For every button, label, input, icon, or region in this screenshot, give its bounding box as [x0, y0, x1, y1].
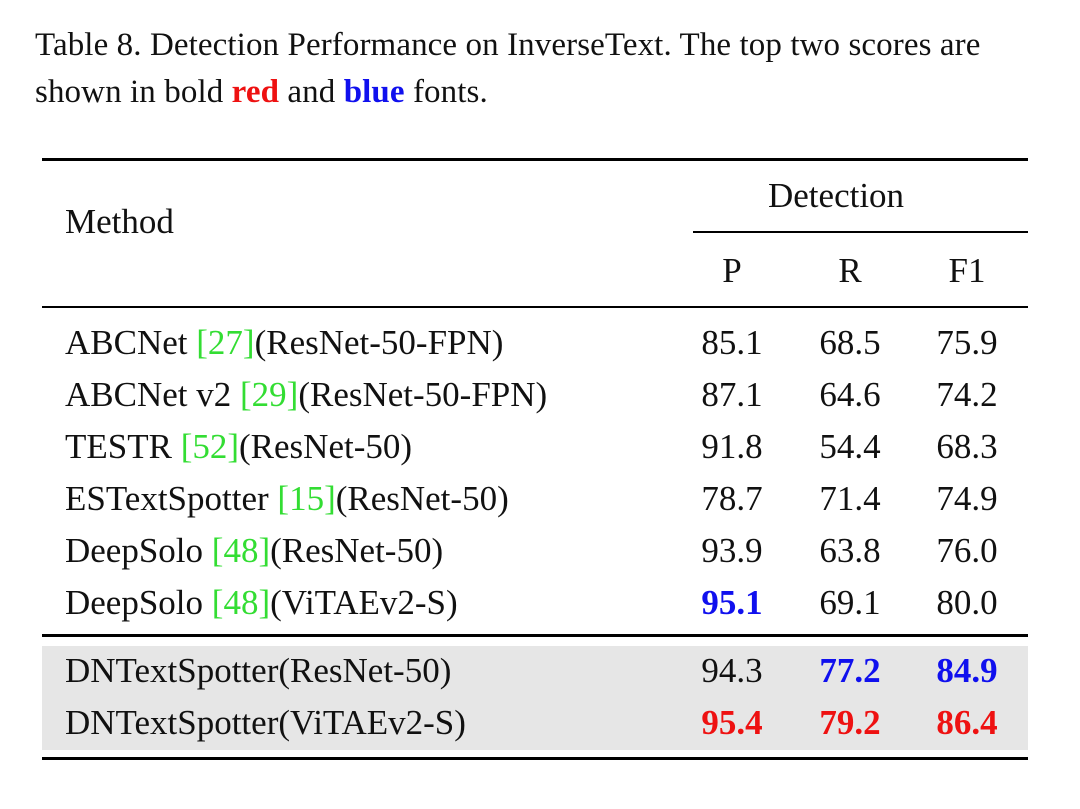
table-row: TESTR [52](ResNet-50) 91.8 54.4 68.3	[0, 421, 1080, 473]
f1-value: 68.3	[936, 427, 998, 466]
caption-middle: and	[279, 74, 344, 110]
f1-value: 80.0	[936, 583, 998, 622]
header-col-p: P	[722, 251, 742, 290]
method-name: TESTR	[65, 427, 181, 466]
citation-bracket: ]	[258, 531, 271, 570]
table-row: ESTextSpotter [15](ResNet-50) 78.7 71.4 74.…	[0, 473, 1080, 525]
method-name: ESTextSpotter	[65, 479, 278, 518]
method-name: DNTextSpotter	[65, 703, 279, 742]
r-value: 64.6	[819, 375, 881, 414]
citation-bracket: [	[277, 479, 290, 518]
method-cell: DNTextSpotter(ViTAEv2-S)	[65, 697, 466, 749]
method-name: DeepSolo	[65, 531, 212, 570]
detection-group-rule	[693, 231, 1028, 233]
p-value: 95.4	[701, 703, 763, 742]
table-row: DeepSolo [48](ResNet-50) 93.9 63.8 76.0	[0, 525, 1080, 577]
f1-value: 86.4	[936, 703, 998, 742]
caption-red-word: red	[231, 74, 280, 110]
caption-suffix: fonts.	[404, 74, 488, 110]
method-backbone: (ResNet-50-FPN)	[298, 375, 548, 414]
r-value: 69.1	[819, 583, 881, 622]
table-row: ABCNet [27](ResNet-50-FPN) 85.1 68.5 75.9	[0, 317, 1080, 369]
method-name: ABCNet	[65, 323, 197, 362]
p-value: 78.7	[701, 479, 763, 518]
p-value: 87.1	[701, 375, 763, 414]
caption-text: Table 8. Detection Performance on Invers…	[35, 27, 981, 110]
p-value: 95.1	[701, 583, 763, 622]
citation-link[interactable]: 27	[207, 323, 243, 362]
citation-bracket: [	[180, 427, 193, 466]
f1-value: 74.9	[936, 479, 998, 518]
citation-bracket: ]	[227, 427, 240, 466]
table-top-rule	[42, 158, 1028, 161]
p-value: 93.9	[701, 531, 763, 570]
method-name: ABCNet v2	[65, 375, 240, 414]
citation-link[interactable]: 15	[289, 479, 325, 518]
citation-bracket: [	[211, 531, 224, 570]
table-bottom-rule	[42, 757, 1028, 760]
header-method: Method	[65, 202, 174, 241]
r-value: 54.4	[819, 427, 881, 466]
method-name: DNTextSpotter	[65, 651, 279, 690]
r-value: 68.5	[819, 323, 881, 362]
citation-bracket: ]	[286, 375, 299, 414]
method-cell: ESTextSpotter [15](ResNet-50)	[65, 473, 509, 525]
method-cell: ABCNet [27](ResNet-50-FPN)	[65, 317, 503, 369]
f1-value: 74.2	[936, 375, 998, 414]
citation-bracket: ]	[324, 479, 336, 518]
citation-link[interactable]: 52	[192, 427, 228, 466]
method-backbone: (ViTAEv2-S)	[278, 703, 466, 742]
citation-bracket: [	[211, 583, 224, 622]
table-row: DeepSolo [48](ViTAEv2-S) 95.1 69.1 80.0	[0, 577, 1080, 629]
header-col-r: R	[838, 251, 862, 290]
citation-bracket: [	[196, 323, 208, 362]
caption-blue-word: blue	[343, 74, 405, 110]
citation-bracket: [	[240, 375, 252, 414]
method-backbone: (ViTAEv2-S)	[270, 583, 458, 622]
table-row: DNTextSpotter(ResNet-50) 94.3 77.2 84.9	[0, 645, 1080, 697]
method-cell: DNTextSpotter(ResNet-50)	[65, 645, 451, 697]
r-value: 77.2	[819, 651, 881, 690]
method-backbone: (ResNet-50)	[270, 531, 444, 570]
citation-bracket: ]	[258, 583, 271, 622]
header-col-f1: F1	[948, 251, 986, 290]
r-value: 71.4	[819, 479, 881, 518]
citation-link[interactable]: 29	[251, 375, 287, 414]
r-value: 63.8	[819, 531, 881, 570]
table-row: DNTextSpotter(ViTAEv2-S) 95.4 79.2 86.4	[0, 697, 1080, 749]
f1-value: 84.9	[936, 651, 998, 690]
method-cell: TESTR [52](ResNet-50)	[65, 421, 412, 473]
method-backbone: (ResNet-50)	[278, 651, 452, 690]
citation-link[interactable]: 48	[223, 531, 259, 570]
p-value: 94.3	[701, 651, 763, 690]
f1-value: 75.9	[936, 323, 998, 362]
f1-value: 76.0	[936, 531, 998, 570]
table-row: ABCNet v2 [29](ResNet-50-FPN) 87.1 64.6 74.…	[0, 369, 1080, 421]
method-backbone: (ResNet-50-FPN)	[254, 323, 504, 362]
p-value: 91.8	[701, 427, 763, 466]
method-backbone: (ResNet-50)	[335, 479, 509, 518]
method-name: DeepSolo	[65, 583, 212, 622]
table-caption: Table 8. Detection Performance on Invers…	[35, 22, 1045, 116]
citation-bracket: ]	[242, 323, 255, 362]
section-rule	[42, 634, 1028, 637]
header-rule	[42, 306, 1028, 308]
citation-link[interactable]: 48	[223, 583, 259, 622]
header-detection: Detection	[768, 176, 905, 215]
method-cell: DeepSolo [48](ViTAEv2-S)	[65, 577, 458, 629]
method-cell: ABCNet v2 [29](ResNet-50-FPN)	[65, 369, 547, 421]
method-cell: DeepSolo [48](ResNet-50)	[65, 525, 443, 577]
p-value: 85.1	[701, 323, 763, 362]
method-backbone: (ResNet-50)	[239, 427, 413, 466]
r-value: 79.2	[819, 703, 881, 742]
highlight-shade	[42, 646, 1028, 750]
